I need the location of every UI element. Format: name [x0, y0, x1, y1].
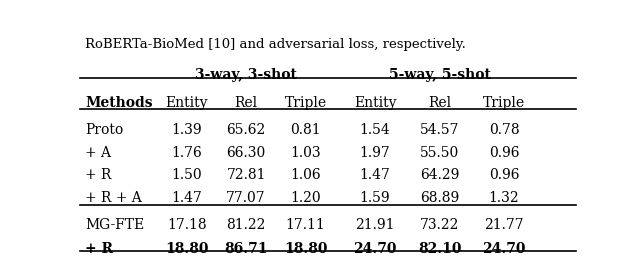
- Text: 68.89: 68.89: [420, 191, 460, 205]
- Text: 64.29: 64.29: [420, 168, 460, 182]
- Text: Proto: Proto: [85, 123, 124, 137]
- Text: MG-FTE: MG-FTE: [85, 218, 144, 232]
- Text: 55.50: 55.50: [420, 146, 460, 160]
- Text: 1.06: 1.06: [291, 168, 321, 182]
- Text: 0.78: 0.78: [489, 123, 520, 137]
- Text: 82.10: 82.10: [418, 242, 461, 256]
- Text: Entity: Entity: [165, 97, 208, 110]
- Text: 73.22: 73.22: [420, 218, 460, 232]
- Text: 54.57: 54.57: [420, 123, 460, 137]
- Text: 0.96: 0.96: [489, 146, 519, 160]
- Text: + A: + A: [85, 146, 111, 160]
- Text: 21.77: 21.77: [484, 218, 524, 232]
- Text: 1.03: 1.03: [291, 146, 321, 160]
- Text: Methods: Methods: [85, 97, 152, 110]
- Text: 72.81: 72.81: [227, 168, 266, 182]
- Text: 3-way, 3-shot: 3-way, 3-shot: [195, 68, 297, 82]
- Text: Rel: Rel: [428, 97, 451, 110]
- Text: 18.80: 18.80: [284, 242, 328, 256]
- Text: Entity: Entity: [354, 97, 396, 110]
- Text: 1.32: 1.32: [489, 191, 520, 205]
- Text: 0.81: 0.81: [291, 123, 321, 137]
- Text: 1.54: 1.54: [360, 123, 390, 137]
- Text: 5-way, 5-shot: 5-way, 5-shot: [388, 68, 490, 82]
- Text: 18.80: 18.80: [165, 242, 209, 256]
- Text: + R + A: + R + A: [85, 191, 141, 205]
- Text: 17.18: 17.18: [167, 218, 207, 232]
- Text: 65.62: 65.62: [227, 123, 266, 137]
- Text: 0.96: 0.96: [489, 168, 519, 182]
- Text: 1.39: 1.39: [172, 123, 202, 137]
- Text: 1.97: 1.97: [360, 146, 390, 160]
- Text: + R: + R: [85, 168, 111, 182]
- Text: + R: + R: [85, 242, 113, 256]
- Text: RoBERTa-BioMed [10] and adversarial loss, respectively.: RoBERTa-BioMed [10] and adversarial loss…: [85, 38, 466, 51]
- Text: 1.47: 1.47: [172, 191, 202, 205]
- Text: 17.11: 17.11: [286, 218, 326, 232]
- Text: 66.30: 66.30: [227, 146, 266, 160]
- Text: 1.59: 1.59: [360, 191, 390, 205]
- Text: 21.91: 21.91: [355, 218, 395, 232]
- Text: 77.07: 77.07: [227, 191, 266, 205]
- Text: 24.70: 24.70: [353, 242, 397, 256]
- Text: 1.47: 1.47: [360, 168, 390, 182]
- Text: Rel: Rel: [235, 97, 258, 110]
- Text: Triple: Triple: [285, 97, 327, 110]
- Text: 24.70: 24.70: [483, 242, 526, 256]
- Text: 1.20: 1.20: [291, 191, 321, 205]
- Text: 81.22: 81.22: [227, 218, 266, 232]
- Text: 1.50: 1.50: [172, 168, 202, 182]
- Text: 86.71: 86.71: [225, 242, 268, 256]
- Text: 1.76: 1.76: [172, 146, 202, 160]
- Text: Triple: Triple: [483, 97, 525, 110]
